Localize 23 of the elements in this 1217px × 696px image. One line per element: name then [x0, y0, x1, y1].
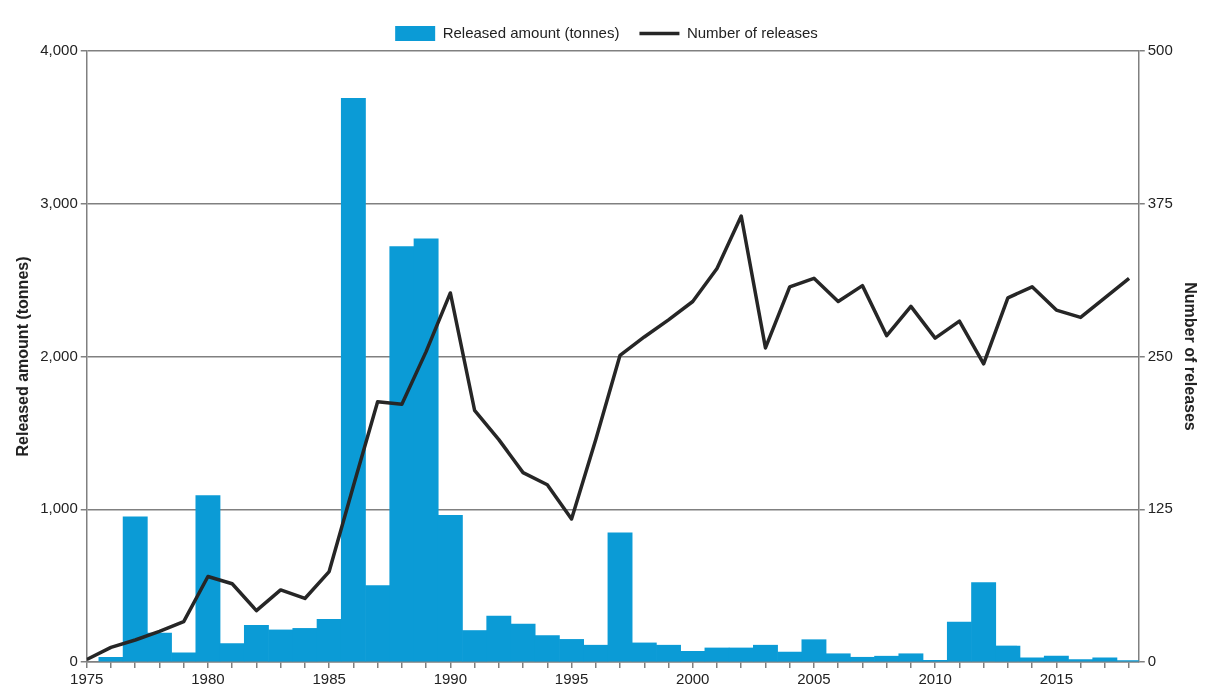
y-tick-label: 0 — [69, 652, 78, 670]
x-tick-label: 1985 — [312, 670, 346, 688]
y2-axis-title: Number of releases — [1181, 282, 1199, 431]
y2-tick-label: 250 — [1147, 346, 1173, 364]
x-tick-label: 1990 — [433, 670, 468, 688]
x-tick-label: 1980 — [191, 670, 225, 688]
y2-tick-label: 500 — [1147, 41, 1173, 59]
x-tick-label: 2015 — [1039, 670, 1074, 688]
y-tick-label: 2,000 — [40, 346, 78, 364]
legend-label: Released amount (tonnes) — [442, 23, 620, 41]
x-tick-label: 1975 — [70, 670, 104, 688]
y-tick-label: 4,000 — [40, 41, 78, 59]
x-tick-label: 2005 — [797, 670, 831, 688]
y2-tick-label: 375 — [1147, 193, 1173, 211]
legend-label: Number of releases — [686, 23, 818, 41]
y2-tick-label: 125 — [1147, 499, 1173, 517]
y-tick-label: 3,000 — [40, 193, 78, 211]
y2-tick-label: 0 — [1147, 652, 1157, 670]
x-tick-label: 2010 — [918, 670, 952, 688]
x-tick-label: 2000 — [676, 670, 710, 688]
y-tick-label: 1,000 — [40, 499, 78, 517]
y-axis-title: Released amount (tonnes) — [14, 256, 32, 457]
x-tick-label: 1995 — [554, 670, 589, 688]
